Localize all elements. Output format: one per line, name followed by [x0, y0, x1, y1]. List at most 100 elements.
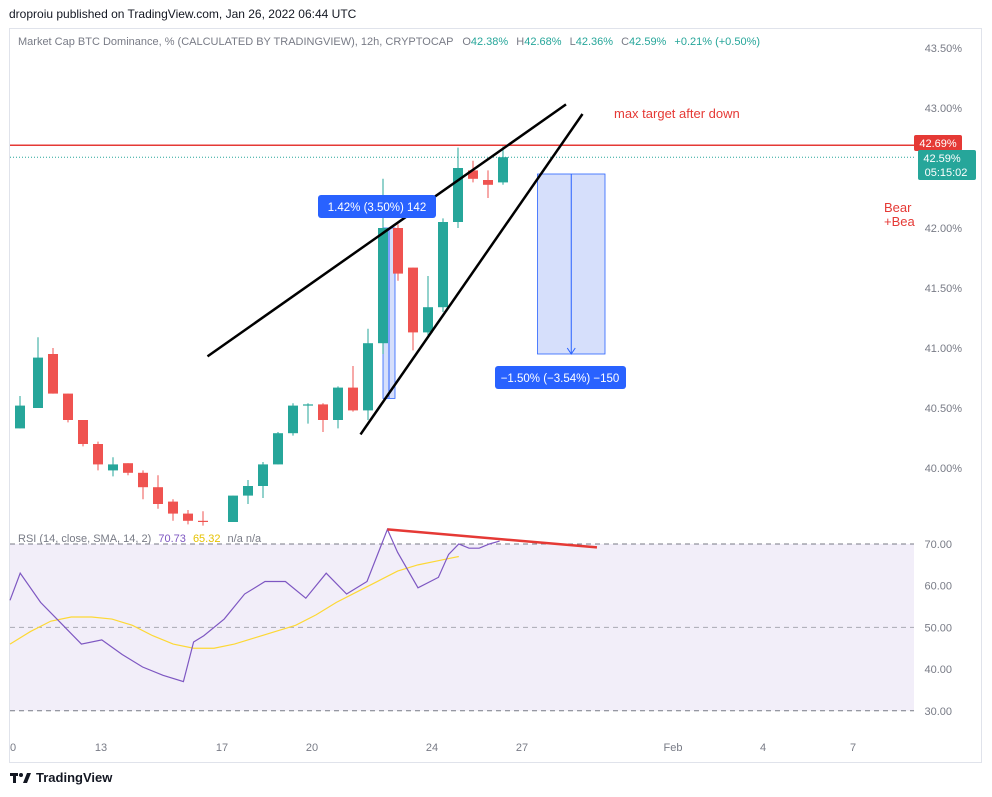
- chart-canvas[interactable]: Market Cap BTC Dominance, % (CALCULATED …: [0, 0, 992, 765]
- footer: TradingView: [10, 770, 112, 785]
- rsi-legend: RSI (14, close, SMA, 14, 2) 70.73 65.32 …: [18, 533, 262, 545]
- price-axis-tick-label: 40.00%: [925, 463, 963, 475]
- candle-body: [15, 405, 25, 429]
- price-axis-tick-label: 42.00%: [925, 223, 963, 235]
- rsi-divergence-trendline[interactable]: [387, 528, 598, 549]
- candle-body: [138, 472, 148, 488]
- candle-body: [318, 404, 328, 420]
- high-label: H: [516, 36, 524, 48]
- price-axis-tick-label: 41.50%: [925, 283, 963, 295]
- candle-body: [123, 463, 133, 473]
- resistance-price-badge: [914, 135, 962, 151]
- candle-body: [438, 222, 448, 308]
- open-label: O: [462, 36, 471, 48]
- rsi-line: [9, 527, 500, 683]
- measure-up-label: 1.42% (3.50%) 142: [328, 202, 426, 214]
- price-axis-tick-label: 41.00%: [925, 343, 963, 355]
- wedge-upper-trendline[interactable]: [206, 103, 567, 358]
- published-header: droproiu published on TradingView.com, J…: [9, 7, 357, 21]
- candle: [138, 470, 148, 500]
- candle: [288, 403, 298, 436]
- candle-body: [333, 387, 343, 420]
- low-label: L: [570, 36, 576, 48]
- rsi-axis-tick-label: 40.00: [924, 664, 952, 676]
- candle-body: [108, 464, 118, 471]
- candle-body: [348, 387, 358, 411]
- candle-body: [78, 420, 88, 444]
- candle-body: [288, 405, 298, 434]
- candle: [258, 462, 268, 498]
- candle: [453, 147, 463, 228]
- candle: [183, 510, 193, 525]
- candle-body: [303, 404, 313, 406]
- candle-body: [423, 307, 433, 333]
- candle-body: [483, 180, 493, 185]
- rsi-axis-tick-label: 70.00: [924, 539, 952, 551]
- candle: [348, 366, 358, 412]
- time-axis-tick-label: 7: [850, 742, 856, 754]
- price-axis-tick-label: 43.00%: [925, 103, 963, 115]
- candle-body: [48, 354, 58, 394]
- candle-body: [198, 520, 208, 522]
- candle-body: [183, 513, 193, 521]
- open-value: 42.38%: [471, 36, 509, 48]
- low-value: 42.36%: [576, 36, 614, 48]
- candle-body: [468, 170, 478, 179]
- wedge-lower-trendline[interactable]: [359, 113, 584, 436]
- candle: [363, 328, 373, 420]
- tradingview-logo-icon: [10, 772, 31, 783]
- time-axis-tick-label: 27: [516, 742, 528, 754]
- candle: [78, 420, 88, 447]
- footer-brand[interactable]: TradingView: [36, 770, 113, 785]
- candle-body: [408, 267, 418, 333]
- candle: [273, 432, 283, 465]
- candle-body: [453, 168, 463, 222]
- max-target-annotation[interactable]: max target after down: [614, 106, 740, 121]
- bear-annotation-line2[interactable]: +Bea: [884, 214, 915, 229]
- candle-body: [273, 433, 283, 465]
- resistance-price-text: 42.69%: [919, 138, 957, 150]
- candle-body: [378, 228, 388, 344]
- candle-body: [228, 495, 238, 522]
- rsi-axis-tick-label: 30.00: [924, 706, 952, 718]
- candle: [438, 218, 448, 312]
- rsi-sma-line: [9, 555, 459, 649]
- countdown-text: 05:15:02: [925, 167, 968, 179]
- measure-down-label-box: [495, 366, 626, 389]
- candle: [153, 475, 163, 509]
- time-axis-tick-label: Feb: [664, 742, 683, 754]
- candle-body: [63, 393, 73, 420]
- close-label: C: [621, 36, 629, 48]
- close-value: 42.59%: [629, 36, 667, 48]
- bear-annotation-line1[interactable]: Bear: [884, 200, 912, 215]
- rsi-sma-value: 65.32: [193, 533, 221, 545]
- last-price-text: 42.59%: [923, 153, 961, 165]
- candle-body: [33, 357, 43, 408]
- candle-body: [393, 228, 403, 274]
- candle: [303, 403, 313, 424]
- candle: [198, 511, 208, 526]
- time-axis-tick-label: 20: [306, 742, 318, 754]
- candle: [318, 403, 328, 432]
- candle: [123, 463, 133, 476]
- candle: [63, 393, 73, 423]
- candle-body: [258, 464, 268, 486]
- time-axis-tick-label: 17: [216, 742, 228, 754]
- candle-body: [243, 486, 253, 496]
- rsi-value: 70.73: [158, 533, 186, 545]
- time-axis-tick-label: 13: [95, 742, 107, 754]
- candle-body: [168, 501, 178, 514]
- candle: [243, 480, 253, 504]
- rsi-name: RSI (14, close, SMA, 14, 2): [18, 533, 151, 545]
- candle-body: [153, 487, 163, 504]
- candle: [423, 276, 433, 336]
- rsi-extra: n/a n/a: [228, 533, 263, 545]
- rsi-axis-tick-label: 60.00: [924, 581, 952, 593]
- change-value: +0.21% (+0.50%): [674, 36, 760, 48]
- candle: [93, 441, 103, 471]
- price-axis-tick-label: 40.50%: [925, 403, 963, 415]
- candle: [108, 457, 118, 477]
- time-axis-tick-label: 4: [760, 742, 766, 754]
- high-value: 42.68%: [524, 36, 562, 48]
- rsi-axis-tick-label: 50.00: [924, 622, 952, 634]
